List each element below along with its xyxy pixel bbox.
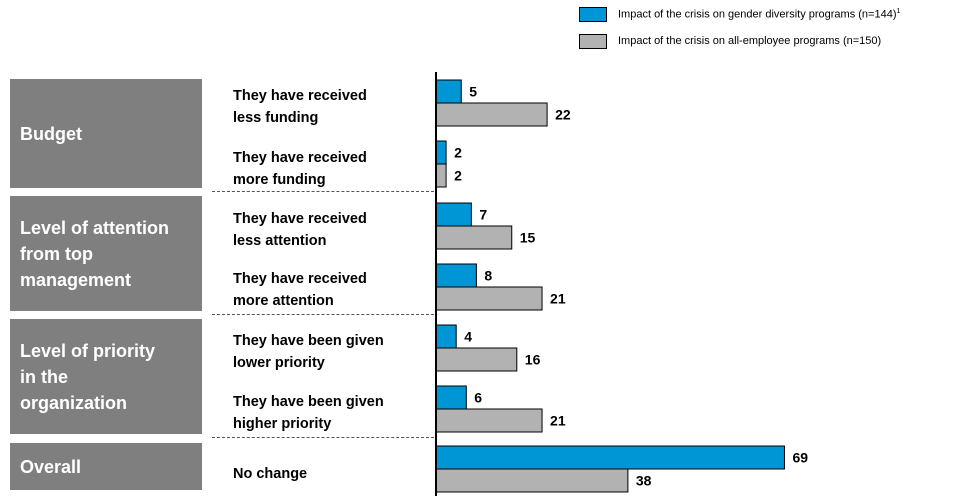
value-label-g0-r1-s1: 2 bbox=[454, 168, 462, 184]
bar-g1-r0-s1 bbox=[435, 225, 513, 250]
row-label-less-funding: They have received less funding bbox=[233, 88, 367, 126]
value-label-g2-r0-s0: 4 bbox=[464, 329, 472, 345]
value-label-g3-r0-s0: 69 bbox=[792, 450, 808, 466]
bar-g2-r0-s0 bbox=[435, 324, 457, 349]
bar-g3-r0-s0 bbox=[435, 445, 785, 470]
value-label-g0-r0-s1: 22 bbox=[555, 107, 571, 123]
separator-priority bbox=[212, 437, 434, 438]
bar-g3-r0-s1 bbox=[435, 468, 629, 493]
separator-attention bbox=[212, 314, 434, 315]
bar-g0-r1-s1 bbox=[435, 163, 447, 188]
value-label-g0-r0-s0: 5 bbox=[469, 84, 477, 100]
group-label-priority: Level of priority in the organization bbox=[10, 319, 202, 434]
value-label-g1-r0-s1: 15 bbox=[520, 230, 536, 246]
legend-swatch-gender bbox=[579, 6, 607, 22]
bar-g2-r0-s1 bbox=[435, 347, 518, 372]
bar-g1-r1-s0 bbox=[435, 263, 477, 288]
legend-item-all: Impact of the crisis on all-employee pro… bbox=[579, 33, 881, 49]
row-label-more-attention: They have received more attention bbox=[233, 271, 367, 309]
legend-item-gender: Impact of the crisis on gender diversity… bbox=[579, 6, 900, 22]
value-label-g2-r1-s0: 6 bbox=[474, 390, 482, 406]
bar-g1-r0-s0 bbox=[435, 202, 472, 227]
value-label-g0-r1-s0: 2 bbox=[454, 145, 462, 161]
value-label-g1-r1-s0: 8 bbox=[484, 268, 492, 284]
group-label-attention: Level of attention from top management bbox=[10, 196, 202, 311]
legend-label-all: Impact of the crisis on all-employee pro… bbox=[618, 35, 882, 47]
row-label-higher-priority: They have been given higher priority bbox=[233, 394, 384, 432]
bar-g0-r0-s0 bbox=[435, 79, 462, 104]
bar-g0-r1-s0 bbox=[435, 140, 447, 165]
value-label-g2-r0-s1: 16 bbox=[525, 352, 541, 368]
value-label-g2-r1-s1: 21 bbox=[550, 413, 566, 429]
row-label-more-funding: They have received more funding bbox=[233, 150, 367, 188]
separator-budget bbox=[212, 191, 434, 192]
value-label-g1-r1-s1: 21 bbox=[550, 291, 566, 307]
legend-swatch-all bbox=[579, 33, 607, 49]
group-label-budget: Budget bbox=[10, 79, 202, 188]
bar-g0-r0-s1 bbox=[435, 102, 548, 127]
value-label-g1-r0-s0: 7 bbox=[479, 207, 487, 223]
bar-g2-r1-s0 bbox=[435, 385, 467, 410]
legend-footnote-marker: 1 bbox=[896, 7, 901, 15]
bar-g1-r1-s1 bbox=[435, 286, 543, 311]
bar-g2-r1-s1 bbox=[435, 408, 543, 433]
legend-label-gender: Impact of the crisis on gender diversity… bbox=[618, 8, 897, 21]
value-label-g3-r0-s1: 38 bbox=[636, 473, 652, 489]
row-label-no-change: No change bbox=[233, 466, 308, 482]
row-label-lower-priority: They have been given lower priority bbox=[233, 333, 384, 371]
row-label-less-attention: They have received less attention bbox=[233, 211, 367, 249]
group-label-overall: Overall bbox=[10, 443, 202, 490]
